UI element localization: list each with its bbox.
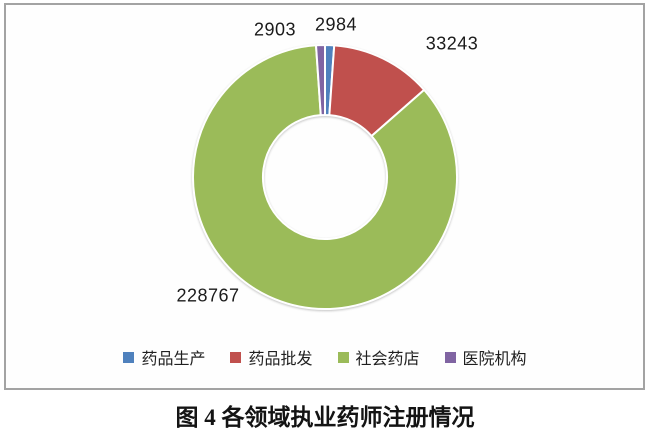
data-label-drug-wholesale: 33243: [425, 33, 479, 54]
legend-item-drug-wholesale: 药品批发: [230, 345, 313, 369]
legend-swatch-red-icon: [230, 351, 242, 363]
donut-slice: [315, 44, 326, 117]
data-label-drug-production: 2984: [314, 14, 358, 35]
legend: 药品生产 药品批发 社会药店 医院机构: [0, 345, 650, 369]
donut-slice: [192, 44, 459, 310]
legend-item-drug-production: 药品生产: [123, 345, 205, 369]
data-label-retail-pharmacy: 228767: [176, 285, 240, 306]
legend-item-retail-pharmacy: 社会药店: [337, 345, 420, 369]
legend-label-drug-production: 药品生产: [141, 351, 206, 368]
legend-item-hospital: 医院机构: [444, 345, 527, 369]
legend-label-retail-pharmacy: 社会药店: [355, 351, 420, 368]
legend-swatch-green-icon: [337, 351, 349, 363]
figure-caption: 图 4 各领域执业药师注册情况: [175, 405, 475, 430]
legend-label-hospital: 医院机构: [462, 351, 527, 368]
legend-swatch-purple-icon: [444, 351, 456, 363]
legend-swatch-blue-icon: [123, 351, 135, 363]
legend-label-drug-wholesale: 药品批发: [248, 351, 313, 368]
data-label-hospital: 2903: [253, 19, 297, 40]
